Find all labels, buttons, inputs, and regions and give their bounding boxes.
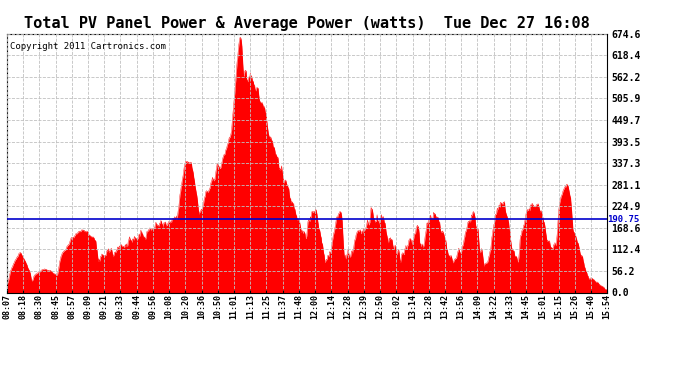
Title: Total PV Panel Power & Average Power (watts)  Tue Dec 27 16:08: Total PV Panel Power & Average Power (wa…	[24, 16, 590, 31]
Text: Copyright 2011 Cartronics.com: Copyright 2011 Cartronics.com	[10, 42, 166, 51]
Text: 190.75: 190.75	[607, 215, 640, 224]
